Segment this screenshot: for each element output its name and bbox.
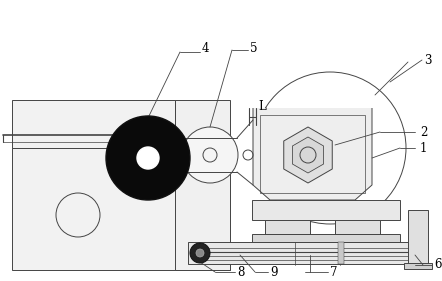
- Text: 9: 9: [270, 266, 278, 278]
- Bar: [252, 234, 400, 242]
- Circle shape: [182, 127, 238, 183]
- Text: 6: 6: [434, 259, 442, 271]
- Bar: [408, 210, 428, 265]
- Text: 2: 2: [420, 126, 427, 139]
- Bar: [260, 115, 365, 193]
- Bar: [175, 100, 230, 270]
- Bar: [265, 220, 310, 234]
- Circle shape: [106, 116, 190, 200]
- Text: 5: 5: [250, 42, 258, 55]
- Bar: [188, 242, 420, 264]
- Text: 3: 3: [424, 53, 431, 67]
- Bar: [12, 100, 175, 148]
- Text: 8: 8: [237, 266, 244, 278]
- Circle shape: [137, 147, 159, 169]
- Text: 4: 4: [202, 42, 210, 55]
- Circle shape: [190, 243, 210, 263]
- Bar: [335, 220, 380, 234]
- Bar: [404, 263, 432, 269]
- Text: L: L: [258, 101, 266, 114]
- Text: 7: 7: [330, 266, 338, 278]
- Polygon shape: [284, 127, 332, 183]
- Circle shape: [196, 249, 204, 257]
- Bar: [338, 242, 344, 264]
- Polygon shape: [253, 108, 372, 200]
- Polygon shape: [293, 137, 324, 173]
- Bar: [252, 200, 400, 220]
- Bar: [12, 148, 230, 270]
- Text: 1: 1: [420, 142, 427, 155]
